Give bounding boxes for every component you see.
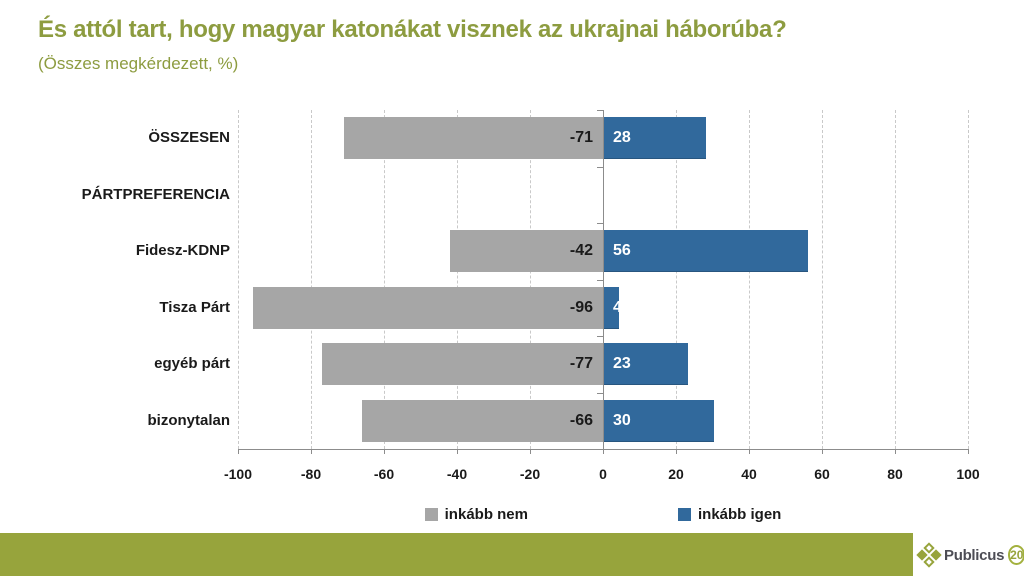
value-label-negative: -66 [569,411,593,429]
axis-tick [384,449,385,454]
bar-positive: 56 [604,230,809,273]
footer-accent-bar [0,533,913,576]
value-label-negative: -77 [569,355,593,373]
zero-axis-line [603,110,604,449]
bar-negative: -96 [252,286,603,329]
axis-tick [238,449,239,454]
x-tick-label: -40 [446,466,468,482]
grid-line [822,110,823,449]
axis-tick [603,449,604,454]
value-label-negative: -42 [569,242,593,260]
grid-line [238,110,239,449]
grid-line [530,110,531,449]
category-axis-tick [597,279,603,281]
bar-positive: 30 [604,399,714,442]
axis-tick [968,449,969,454]
legend-swatch [424,507,438,521]
value-label-positive: 56 [613,242,631,260]
legend-label: inkább nem [444,505,528,523]
value-label-negative: -96 [569,298,593,316]
bar-negative: -77 [321,343,603,386]
axis-tick [749,449,750,454]
category-axis-tick [597,336,603,337]
bar-negative: -71 [343,117,603,160]
axis-tick [457,449,458,454]
category-axis-tick [597,392,603,394]
x-axis-line [238,449,968,450]
category-label: egyéb párt [154,355,230,373]
category-axis-tick [597,223,603,224]
x-tick-label: 20 [668,466,684,482]
grid-line [895,110,896,449]
category-label: Fidesz-KDNP [135,242,230,260]
category-label: bizonytalan [147,411,230,429]
grid-line [676,110,677,449]
bar-negative: -66 [362,399,603,442]
x-tick-label: 0 [599,466,607,482]
logo-wordmark: Publicus [944,546,1005,564]
category-axis-tick [597,449,603,450]
category-label: ÖSSZESEN [148,129,230,147]
grid-line [457,110,458,449]
x-tick-label: -20 [519,466,541,482]
grid-line [311,110,312,449]
logo-badge-20: 20 [1008,545,1024,565]
axis-tick [530,449,531,454]
chart-title: És attól tart, hogy magyar katonákat vis… [38,16,787,43]
x-tick-label: 100 [956,466,980,482]
grid-line [749,110,750,449]
grid-line [968,110,969,449]
category-label: Tisza Párt [159,298,230,316]
x-tick-label: 60 [814,466,830,482]
axis-tick [822,449,823,454]
x-tick-label: -60 [373,466,395,482]
diamonds-icon [916,542,942,568]
x-tick-label: -80 [300,466,322,482]
legend-item: inkább nem [424,505,528,523]
x-tick-label: 80 [887,466,903,482]
axis-tick [311,449,312,454]
legend-item: inkább igen [678,506,781,523]
value-label-positive: 30 [613,411,631,429]
legend-swatch [678,507,691,521]
bar-negative: -42 [449,230,603,273]
category-axis-tick [597,110,603,111]
x-tick-label: 40 [741,466,757,482]
publicus-logo: Publicus 20 [916,541,1024,569]
bar-positive: 4 [604,286,619,329]
category-label: PÁRTPREFERENCIA [81,185,230,203]
grid-line [384,110,385,449]
x-tick-label: -100 [223,466,253,482]
value-label-positive: 28 [613,129,631,147]
bar-positive: 28 [604,117,707,160]
axis-tick [676,449,677,454]
bar-positive: 23 [604,343,688,386]
chart-subtitle: (Összes megkérdezett, %) [38,54,239,73]
category-axis-tick [597,166,603,168]
chart-legend: inkább nem inkább igen [238,504,968,524]
value-label-negative: -71 [569,129,593,147]
value-label-positive: 23 [613,355,631,373]
legend-label: inkább igen [698,505,782,523]
value-label-positive: 4 [613,298,619,316]
axis-tick [895,449,896,454]
